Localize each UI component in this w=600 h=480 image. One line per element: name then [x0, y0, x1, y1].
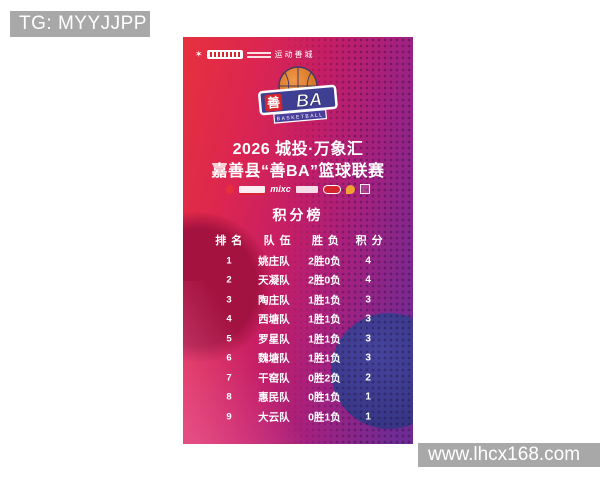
- event-title-line1: 2026 城投·万象汇: [232, 141, 364, 158]
- rank-cell: 5: [226, 333, 232, 345]
- red-oval-logo: [322, 184, 341, 194]
- lottery-star-icon: ✶: [195, 49, 203, 59]
- record-cell: 2胜0负: [308, 255, 341, 268]
- team-cell: 西塘队: [258, 313, 290, 326]
- rank-cell: 8: [226, 391, 232, 403]
- record-cell: 1胜1负: [308, 294, 341, 307]
- table-row: 9 大云队 0胜1负 1: [183, 407, 413, 427]
- record-cell: 0胜1负: [308, 411, 341, 424]
- team-cell: 魏塘队: [258, 352, 290, 365]
- rank-cell: 1: [226, 255, 232, 267]
- decor-pink-streak: [183, 281, 413, 444]
- points-cell: 4: [365, 255, 371, 267]
- table-row: 5 罗星队 1胜1负 3: [183, 329, 413, 349]
- points-cell: 2: [365, 372, 371, 384]
- mixc-logo: mixc: [270, 184, 291, 194]
- text-block-logo: [239, 185, 266, 193]
- poster: ✶ 运动善城 善 BA: [183, 37, 413, 444]
- team-cell: 惠民队: [258, 391, 290, 404]
- team-cell: 大云队: [258, 411, 290, 424]
- athlete-swoosh-logo: [225, 183, 236, 195]
- shanba-basketball-logo: 善 BA BASKETBALL: [252, 63, 344, 130]
- rank-cell: 7: [226, 372, 232, 384]
- rank-cell: 4: [226, 313, 232, 325]
- table-row: 6 魏塘队 1胜1负 3: [183, 349, 413, 369]
- column-header-team: 队伍: [263, 235, 296, 247]
- team-cell: 干窑队: [258, 372, 290, 385]
- points-cell: 3: [365, 333, 371, 345]
- event-title-line2: 嘉善县“善BA”篮球联赛: [211, 163, 385, 180]
- team-cell: 天凝队: [258, 274, 290, 287]
- points-cell: 3: [365, 352, 371, 364]
- sponsor-badge-logo: [206, 50, 243, 59]
- table-row: 7 干窑队 0胜2负 2: [183, 368, 413, 388]
- logo-ba-text: BA: [295, 89, 323, 111]
- record-cell: 1胜1负: [308, 352, 341, 365]
- text-block-logo: [295, 185, 318, 193]
- slogan-text: 运动善城: [274, 50, 315, 59]
- orange-figure-logo: [345, 184, 355, 194]
- record-cell: 1胜1负: [308, 313, 341, 326]
- logo-ribbon-text: BASKETBALL: [277, 112, 324, 122]
- table-row: 8 惠民队 0胜1负 1: [183, 388, 413, 408]
- table-row: 1 姚庄队 2胜0负 4: [183, 251, 413, 271]
- points-cell: 3: [365, 313, 371, 325]
- record-cell: 0胜2负: [308, 372, 341, 385]
- column-header-rank: 排名: [215, 235, 248, 247]
- rank-cell: 9: [226, 411, 232, 423]
- record-cell: 0胜1负: [308, 391, 341, 404]
- points-cell: 1: [365, 411, 371, 423]
- record-cell: 1胜1负: [308, 333, 341, 346]
- rank-cell: 2: [226, 274, 232, 286]
- sponsor-logo-row: mixc: [183, 183, 413, 195]
- logo-shan-char: 善: [266, 95, 280, 111]
- table-row: 4 西塘队 1胜1负 3: [183, 310, 413, 330]
- rank-cell: 3: [226, 294, 232, 306]
- points-cell: 3: [365, 294, 371, 306]
- watermark-top-left: TG: MYYJJPP: [10, 11, 150, 37]
- team-cell: 罗星队: [258, 333, 290, 346]
- table-row: 2 天凝队 2胜0负 4: [183, 271, 413, 291]
- table-row: 3 陶庄队 1胜1负 3: [183, 290, 413, 310]
- watermark-bottom-right: www.lhcx168.com: [418, 443, 600, 467]
- top-sponsor-strip: ✶ 运动善城: [195, 49, 315, 60]
- square-outline-logo: [359, 184, 370, 194]
- rank-cell: 6: [226, 352, 232, 364]
- basketball-icon: 善 BA BASKETBALL: [258, 66, 338, 124]
- table-header: 排名 队伍 胜负 积分: [183, 229, 413, 251]
- sponsor-fine-print: [246, 51, 271, 58]
- standings-title: 积分榜: [272, 207, 324, 223]
- record-cell: 2胜0负: [308, 274, 341, 287]
- column-header-points: 积分: [355, 235, 388, 247]
- points-cell: 1: [365, 391, 371, 403]
- team-cell: 姚庄队: [258, 255, 290, 268]
- team-cell: 陶庄队: [258, 294, 290, 307]
- standings-table: 排名 队伍 胜负 积分 1 姚庄队 2胜0负 4 2 天凝队 2胜0负 4 3 …: [183, 229, 413, 427]
- points-cell: 4: [365, 274, 371, 286]
- column-header-record: 胜负: [311, 235, 344, 247]
